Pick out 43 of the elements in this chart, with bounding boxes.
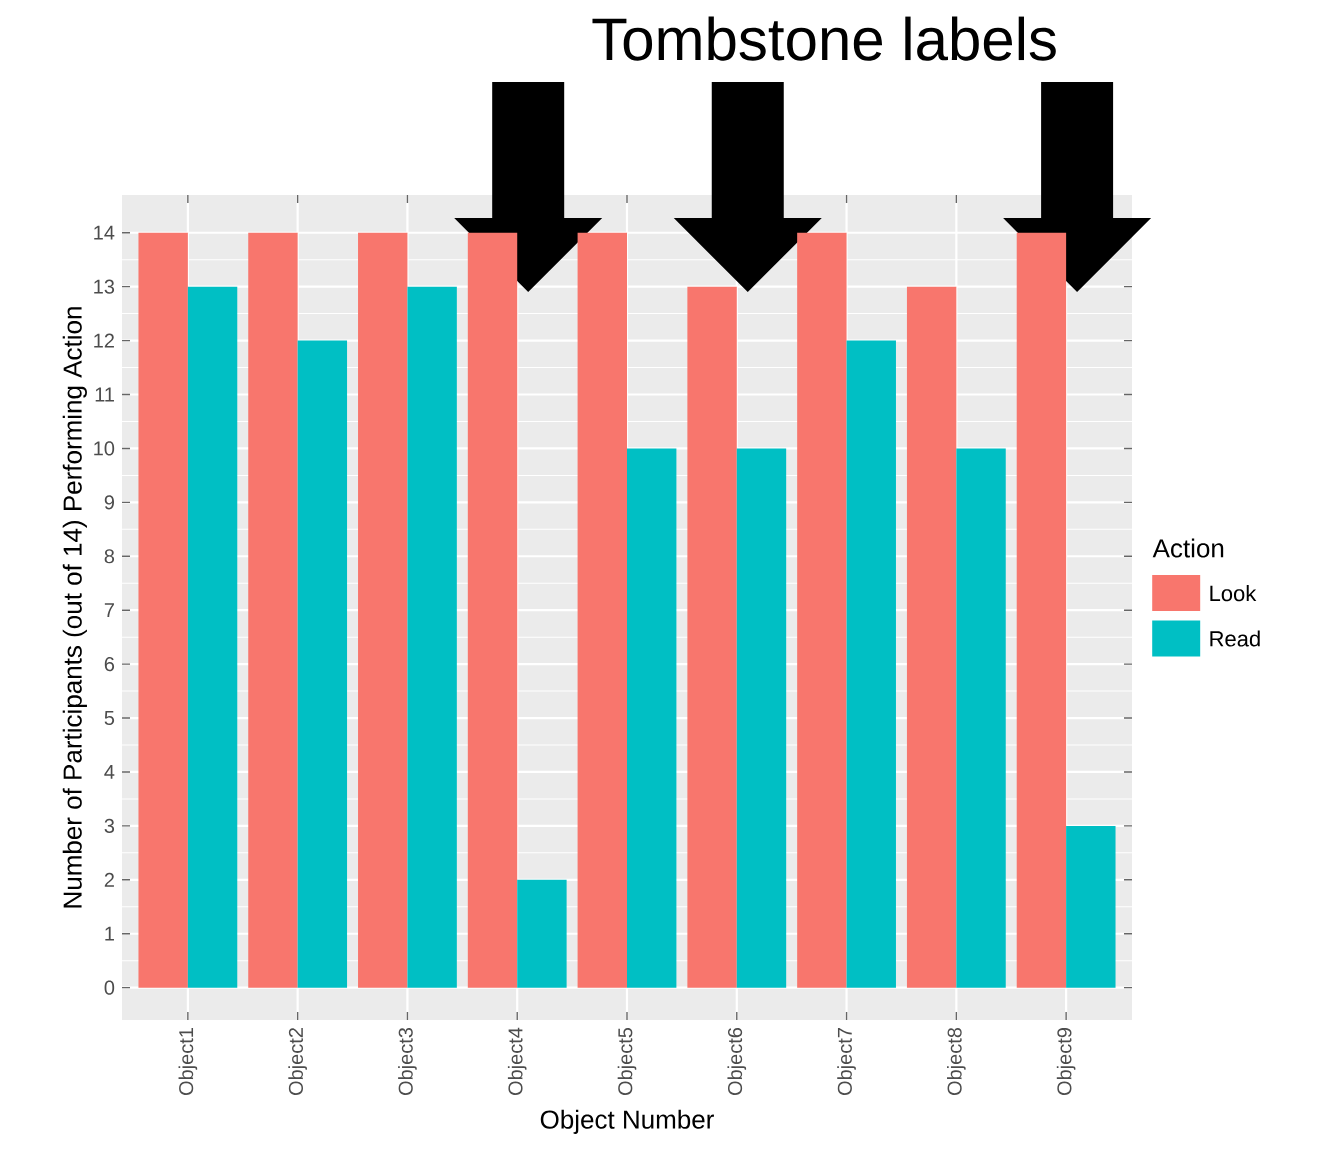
x-tick-label: Object4 bbox=[507, 1027, 527, 1096]
chart-title: Tombstone labels bbox=[592, 16, 1056, 61]
y-tick-label: 13 bbox=[94, 279, 115, 294]
y-tick-label: 3 bbox=[104, 818, 115, 833]
x-tick-label: Object5 bbox=[617, 1027, 637, 1096]
x-tick-label: Object8 bbox=[947, 1027, 966, 1096]
x-tick-label: Object3 bbox=[398, 1027, 417, 1096]
bar bbox=[627, 448, 677, 988]
x-tick-label: Object2 bbox=[288, 1028, 307, 1096]
bar bbox=[517, 879, 567, 988]
y-tick-label: 4 bbox=[104, 765, 115, 779]
y-tick-label: 9 bbox=[104, 495, 114, 510]
bar bbox=[138, 232, 188, 988]
x-tick-label: Object9 bbox=[1056, 1028, 1076, 1096]
y-tick-label: 14 bbox=[94, 225, 115, 240]
bar bbox=[248, 232, 298, 988]
bar bbox=[187, 286, 238, 988]
y-tick-label: 11 bbox=[95, 387, 114, 402]
bar bbox=[297, 340, 348, 988]
y-tick-label: 5 bbox=[104, 711, 115, 726]
y-axis-title: Number of Participants (out of 14) Performing Action bbox=[62, 307, 87, 908]
legend-title: Action bbox=[1152, 538, 1224, 558]
y-tick-label: 7 bbox=[104, 603, 114, 618]
legend-label: Read bbox=[1210, 630, 1260, 647]
y-tick-label: 12 bbox=[94, 333, 114, 348]
x-tick-label: Object6 bbox=[727, 1027, 747, 1096]
y-tick-label: 2 bbox=[104, 872, 114, 887]
legend-label: Look bbox=[1210, 585, 1257, 602]
y-tick-label: 8 bbox=[104, 549, 115, 564]
bar bbox=[736, 448, 787, 988]
bar bbox=[906, 286, 957, 988]
y-tick-label: 1 bbox=[105, 926, 114, 941]
y-tick-label: 10 bbox=[94, 441, 115, 456]
x-axis-title: Object Number bbox=[540, 1109, 714, 1134]
bar bbox=[1066, 825, 1116, 988]
x-tick-label: Object7 bbox=[837, 1028, 856, 1096]
bar bbox=[407, 286, 457, 988]
bar bbox=[846, 340, 896, 988]
bar bbox=[358, 232, 408, 988]
y-tick-label: 6 bbox=[104, 657, 115, 672]
x-tick-label: Object1 bbox=[178, 1028, 198, 1096]
y-tick-label: 0 bbox=[104, 980, 115, 995]
bar bbox=[956, 448, 1006, 988]
